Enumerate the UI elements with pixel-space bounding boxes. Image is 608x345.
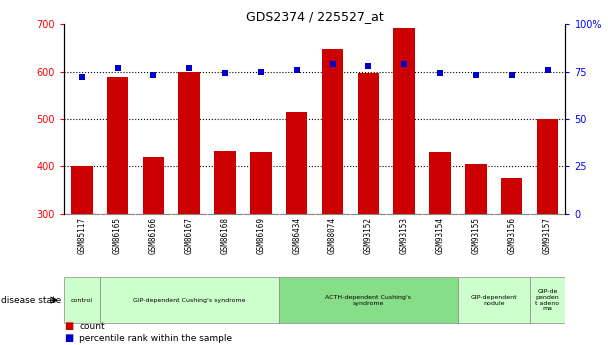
Text: GSM85117: GSM85117 [77, 217, 86, 254]
Text: ■: ■ [64, 333, 73, 343]
Text: GSM86169: GSM86169 [257, 217, 266, 254]
Bar [393, 28, 415, 214]
Text: ACTH-dependent Cushing's
syndrome: ACTH-dependent Cushing's syndrome [325, 295, 412, 306]
Bar [286, 112, 308, 214]
Text: GSM93157: GSM93157 [543, 217, 552, 254]
Text: GSM93153: GSM93153 [399, 217, 409, 254]
Bar [64, 277, 100, 323]
Bar [143, 157, 164, 214]
Text: GIP-dependent Cushing's syndrome: GIP-dependent Cushing's syndrome [133, 298, 246, 303]
Text: GSM86165: GSM86165 [113, 217, 122, 254]
Bar [250, 152, 272, 214]
Text: GSM86168: GSM86168 [221, 217, 230, 254]
Bar [501, 178, 522, 214]
Bar [530, 277, 565, 323]
Bar [429, 152, 451, 214]
Text: GSM88074: GSM88074 [328, 217, 337, 254]
Text: GSM93154: GSM93154 [435, 217, 444, 254]
Bar [322, 49, 344, 214]
Text: GSM93156: GSM93156 [507, 217, 516, 254]
Bar [71, 167, 92, 214]
Bar [179, 71, 200, 214]
Text: GSM93155: GSM93155 [471, 217, 480, 254]
Bar [465, 164, 486, 214]
Bar [100, 277, 279, 323]
Text: control: control [71, 298, 93, 303]
Text: disease state: disease state [1, 296, 61, 305]
Bar [107, 77, 128, 214]
Bar [537, 119, 558, 214]
Text: GSM86166: GSM86166 [149, 217, 158, 254]
Text: percentile rank within the sample: percentile rank within the sample [79, 334, 232, 343]
Bar [279, 277, 458, 323]
Bar [358, 73, 379, 214]
Text: ■: ■ [64, 321, 73, 331]
Bar [214, 151, 236, 214]
Title: GDS2374 / 225527_at: GDS2374 / 225527_at [246, 10, 384, 23]
Text: GSM86167: GSM86167 [185, 217, 194, 254]
Bar [458, 277, 530, 323]
Text: GSM86434: GSM86434 [292, 217, 301, 254]
Text: GIP-dependent
nodule: GIP-dependent nodule [471, 295, 517, 306]
Text: count: count [79, 322, 105, 331]
Text: GIP-de
penden
t adeno
ma: GIP-de penden t adeno ma [536, 289, 559, 311]
Text: GSM93152: GSM93152 [364, 217, 373, 254]
